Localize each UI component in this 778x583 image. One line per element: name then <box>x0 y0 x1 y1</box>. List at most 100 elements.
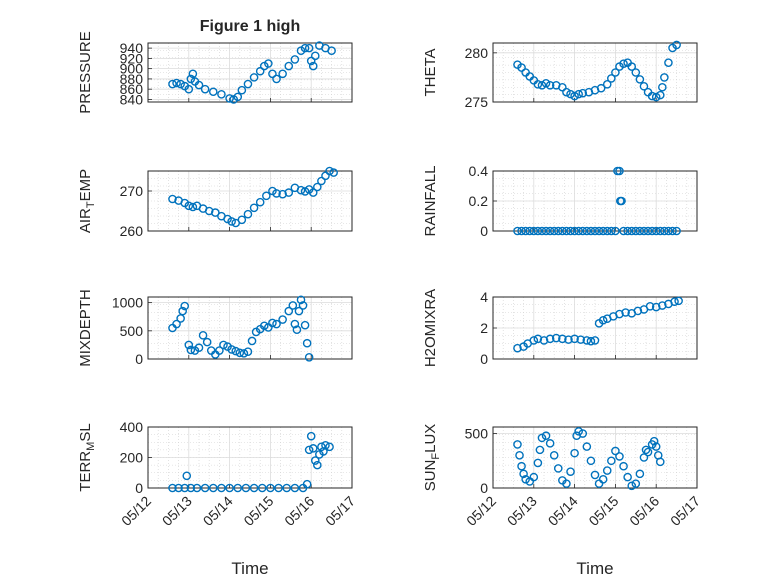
y-tick-label: 270 <box>120 183 144 199</box>
data-point <box>562 479 571 488</box>
data-point <box>306 56 316 66</box>
data-point <box>168 483 177 493</box>
data-point <box>186 345 196 355</box>
data-point <box>635 75 645 84</box>
y-tick-label: 280 <box>465 45 489 61</box>
axes-box <box>147 42 353 103</box>
x-axis-label-left: Time <box>231 559 268 578</box>
x-tick-label: 05/12 <box>118 493 154 529</box>
data-point <box>598 315 608 325</box>
data-point <box>590 470 600 480</box>
x-tick-label: 05/16 <box>626 493 662 529</box>
data-point <box>176 79 185 89</box>
data-point <box>325 442 334 452</box>
data-point <box>172 319 181 329</box>
data-point <box>184 201 194 211</box>
data-point <box>598 226 608 236</box>
data-point <box>643 226 653 236</box>
data-point <box>537 433 547 443</box>
data-point <box>310 51 320 61</box>
y-axis-label: RAINFALL <box>422 166 439 237</box>
data-point <box>566 89 575 99</box>
data-point <box>594 226 604 236</box>
data-point <box>660 226 669 236</box>
x-tick-label: 05/15 <box>240 493 276 529</box>
data-point <box>578 88 588 98</box>
data-point <box>558 226 567 236</box>
data-point <box>647 226 657 236</box>
data-point <box>208 87 218 97</box>
data-point <box>558 334 567 344</box>
data-point <box>227 345 236 354</box>
data-point <box>184 340 194 350</box>
data-point <box>255 197 265 207</box>
y-tick-label: 880 <box>120 71 144 87</box>
data-point <box>549 451 559 460</box>
x-axis-label-right: Time <box>576 559 613 578</box>
data-point <box>521 474 530 484</box>
y-tick-label: 275 <box>465 94 489 110</box>
data-point <box>615 166 624 176</box>
data-point <box>631 226 641 236</box>
data-point <box>598 474 608 484</box>
x-tick-label: 05/17 <box>322 493 358 529</box>
data-point <box>243 209 253 219</box>
data-point <box>607 74 616 83</box>
data-point <box>647 91 657 101</box>
data-point <box>194 343 204 353</box>
data-point <box>521 226 530 236</box>
data-point <box>168 79 177 89</box>
y-axis-label: AIRTEMP <box>77 169 97 233</box>
data-point <box>235 348 245 358</box>
subplot-air-temp: 260 270 AIRTEMP <box>77 166 353 239</box>
data-point <box>217 483 226 493</box>
data-point <box>284 306 294 316</box>
data-point <box>525 226 535 236</box>
data-point <box>300 320 310 330</box>
data-point <box>284 188 294 197</box>
data-point <box>290 55 300 64</box>
data-point <box>282 483 292 493</box>
axes-box <box>492 42 698 103</box>
data-point <box>278 189 287 199</box>
data-point <box>582 226 592 236</box>
data-point <box>570 448 579 458</box>
data-point <box>582 442 592 451</box>
data-point <box>551 333 561 343</box>
data-point <box>672 226 681 236</box>
y-tick-label: 1000 <box>112 295 143 311</box>
subplot-mixdepth: 0 500 1000 MIXDEPTH <box>77 289 353 367</box>
data-point <box>302 338 312 348</box>
data-point <box>545 80 555 90</box>
data-point <box>611 446 620 456</box>
data-point <box>304 445 314 455</box>
data-point <box>200 483 210 493</box>
x-tick-label: 05/17 <box>667 493 703 529</box>
data-point <box>192 483 202 493</box>
y-tick-label: 900 <box>120 61 144 77</box>
data-point <box>655 457 665 467</box>
data-point <box>272 74 281 84</box>
data-point <box>641 445 651 455</box>
data-point <box>562 87 571 97</box>
data-point <box>264 59 273 68</box>
data-point <box>529 472 539 482</box>
data-point <box>566 467 575 476</box>
data-point <box>660 73 669 82</box>
data-point <box>533 226 543 236</box>
data-point <box>672 40 681 50</box>
axes-box <box>492 296 698 360</box>
data-point <box>635 469 645 479</box>
data-point <box>327 46 336 55</box>
data-point <box>233 92 243 102</box>
x-tick-label: 05/12 <box>463 493 499 529</box>
data-point <box>586 226 596 236</box>
y-tick-label: 500 <box>120 323 144 339</box>
data-point <box>225 483 234 493</box>
data-point <box>658 301 667 310</box>
data-point <box>194 80 204 90</box>
data-point <box>200 84 210 94</box>
data-point <box>651 226 661 236</box>
